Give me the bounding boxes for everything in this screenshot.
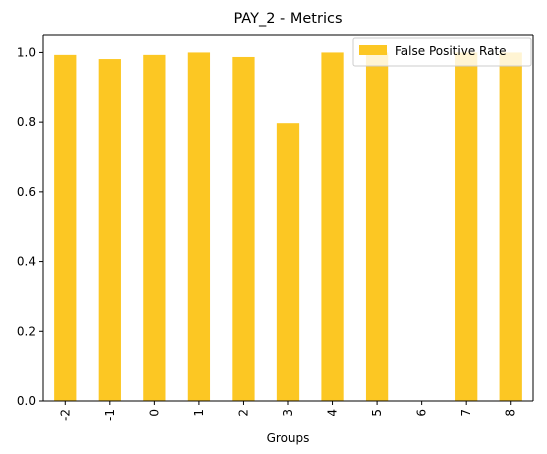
legend-box	[352, 37, 532, 67]
bar-8	[499, 52, 522, 402]
bar-0	[143, 54, 166, 402]
y-tick-label: 0.2	[17, 324, 36, 338]
x-axis-label: Groups	[267, 431, 310, 445]
x-tick-label: 4	[326, 409, 340, 417]
bar-1	[187, 52, 211, 402]
chart-title: PAY_2 - Metrics	[233, 11, 342, 27]
x-tick-label: 7	[459, 409, 473, 417]
x-tick-label: -2	[58, 409, 72, 421]
bar--1	[98, 59, 121, 402]
bar-2	[232, 56, 255, 402]
y-tick-label: 0.4	[17, 255, 36, 269]
legend-swatch	[359, 45, 387, 55]
x-ticks: -2 -1 0 1 2 3 4 5 6 7 8	[58, 401, 518, 421]
legend: False Positive Rate	[352, 37, 532, 67]
y-ticks: 0.0 0.2 0.4 0.6 0.8 1.0	[17, 45, 43, 408]
bar-3	[276, 123, 300, 401]
x-tick-label: -1	[103, 409, 117, 421]
bars-layer	[54, 52, 522, 402]
x-tick-label: 2	[236, 409, 250, 417]
bar-4	[321, 52, 344, 402]
legend-label: False Positive Rate	[395, 44, 507, 58]
x-tick-label: 5	[370, 409, 384, 417]
bar--2	[54, 54, 77, 402]
x-tick-label: 3	[281, 409, 295, 417]
x-tick-label: 8	[504, 409, 518, 417]
x-tick-label: 6	[415, 409, 429, 417]
y-tick-label: 0.8	[17, 115, 36, 129]
y-tick-label: 1.0	[17, 45, 36, 59]
axes	[42, 34, 534, 402]
bar-5	[365, 52, 389, 402]
bar-7	[455, 52, 478, 402]
y-tick-label: 0.0	[17, 394, 36, 408]
y-tick-label: 0.6	[17, 185, 36, 199]
x-tick-label: 0	[147, 409, 161, 417]
x-tick-label: 1	[192, 409, 206, 417]
